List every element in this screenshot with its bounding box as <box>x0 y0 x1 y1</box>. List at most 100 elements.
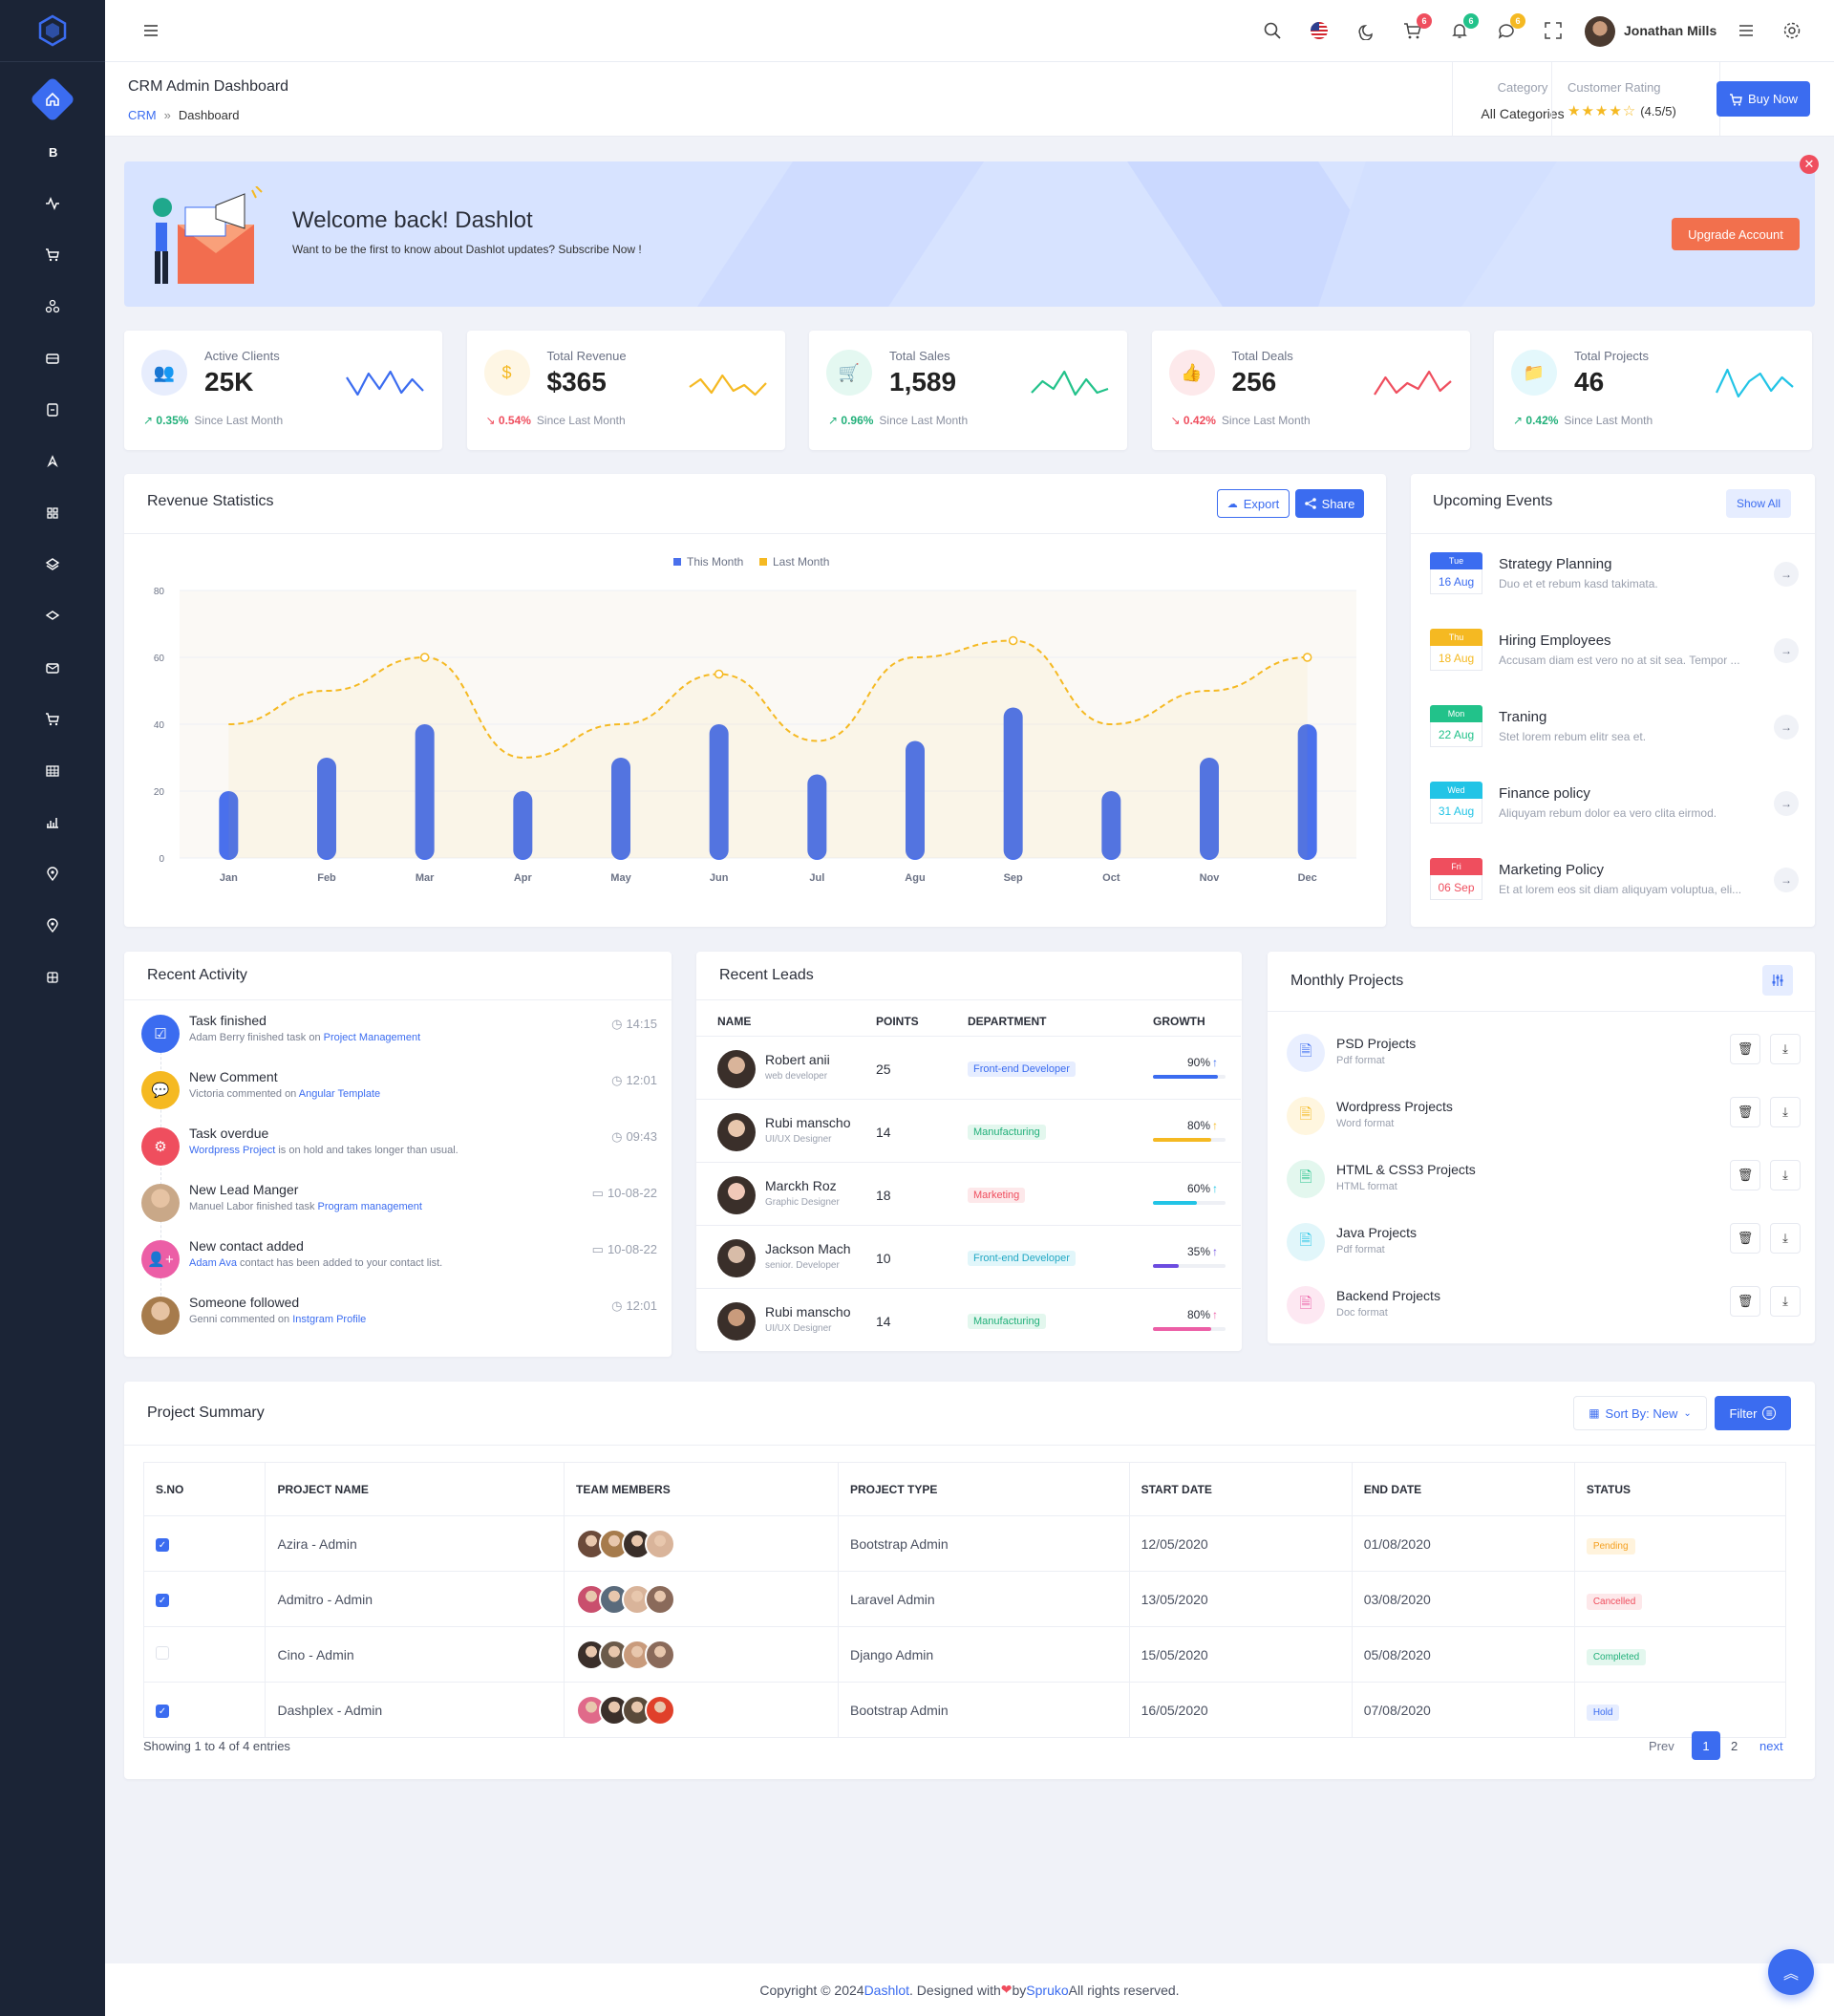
member-avatar[interactable] <box>645 1528 676 1559</box>
activity-link[interactable]: Wordpress Project <box>189 1145 276 1156</box>
sidebar-document-icon[interactable] <box>35 393 70 427</box>
activity-link[interactable]: Instgram Profile <box>292 1314 367 1325</box>
export-button[interactable]: ☁ Export <box>1217 489 1290 518</box>
show-all-button[interactable]: Show All <box>1726 489 1791 518</box>
sidebar-mail-icon[interactable] <box>35 651 70 685</box>
delete-icon[interactable]: 🗑 <box>1730 1160 1760 1190</box>
cart-icon[interactable]: 6 <box>1401 13 1432 42</box>
theme-toggle-icon[interactable] <box>1354 19 1377 42</box>
sidebar-rocket-icon[interactable] <box>35 444 70 479</box>
chevron-down-icon: ⌄ <box>1683 1407 1692 1419</box>
file-icon: 🗎 <box>1287 1286 1325 1324</box>
download-icon[interactable]: ⤓ <box>1770 1034 1801 1064</box>
sidebar-cart-icon[interactable] <box>35 238 70 272</box>
download-icon[interactable]: ⤓ <box>1770 1097 1801 1127</box>
sidebar-grid-icon[interactable] <box>35 496 70 530</box>
stat-value: 256 <box>1231 367 1277 397</box>
notification-bell-icon[interactable]: 6 <box>1448 13 1479 42</box>
buy-now-button[interactable]: Buy Now <box>1717 81 1810 117</box>
messages-icon[interactable]: 6 <box>1495 13 1525 42</box>
checkbox-unchecked[interactable] <box>156 1646 169 1660</box>
member-avatar[interactable] <box>645 1639 676 1670</box>
sidebar-stack-icon[interactable] <box>35 599 70 633</box>
back-to-top-icon[interactable]: ︽ <box>1768 1949 1814 1995</box>
summary-title: Project Summary <box>147 1405 265 1421</box>
delete-icon[interactable]: 🗑 <box>1730 1223 1760 1254</box>
sidebar-briefcase-icon[interactable] <box>35 341 70 375</box>
sidebar-activity-icon[interactable] <box>35 186 70 221</box>
member-avatar[interactable] <box>645 1583 676 1615</box>
close-banner-icon[interactable]: ✕ <box>1800 155 1819 174</box>
user-name[interactable]: Jonathan Mills <box>1624 23 1717 38</box>
sidebar-chart-icon[interactable] <box>35 805 70 840</box>
prev-page-button[interactable]: Prev <box>1649 1739 1674 1753</box>
event-item[interactable]: Thu 18 Aug Hiring Employees Accusam diam es… <box>1430 629 1802 686</box>
sidebar-apps-icon[interactable] <box>35 960 70 995</box>
sidebar-home-icon[interactable] <box>29 75 76 123</box>
team-members-cell <box>564 1626 839 1683</box>
download-icon[interactable]: ⤓ <box>1770 1223 1801 1254</box>
event-item[interactable]: Tue 16 Aug Strategy Planning Duo et et rebu… <box>1430 552 1802 610</box>
checkbox-checked[interactable]: ✓ <box>156 1594 169 1608</box>
sidebar-table-icon[interactable] <box>35 754 70 788</box>
arrow-right-icon[interactable]: → <box>1774 791 1799 816</box>
sort-dropdown[interactable]: ▦ Sort By: New ⌄ <box>1573 1396 1707 1430</box>
file-icon: 🗎 <box>1287 1097 1325 1135</box>
team-avatars <box>576 1528 838 1559</box>
delete-icon[interactable]: 🗑 <box>1730 1097 1760 1127</box>
filter-button[interactable]: Filter ≡ <box>1715 1396 1791 1430</box>
footer-designed: . Designed with <box>909 1982 1001 1998</box>
delete-icon[interactable]: 🗑 <box>1730 1286 1760 1317</box>
checkbox-checked[interactable]: ✓ <box>156 1705 169 1719</box>
event-item[interactable]: Wed 31 Aug Finance policy Aliquyam rebum do… <box>1430 782 1802 839</box>
download-icon[interactable]: ⤓ <box>1770 1160 1801 1190</box>
legend-label: This Month <box>687 555 743 568</box>
settings-sliders-icon[interactable] <box>1762 965 1793 996</box>
sidebar-network-icon[interactable] <box>35 290 70 324</box>
sidebar-location-icon[interactable] <box>35 909 70 943</box>
activity-link[interactable]: Adam Ava <box>189 1257 237 1269</box>
event-desc: Aliquyam rebum dolor ea vero clita eirmo… <box>1499 806 1717 820</box>
upgrade-account-button[interactable]: Upgrade Account <box>1672 218 1800 250</box>
footer-author-link[interactable]: Spruko <box>1026 1982 1069 1998</box>
more-menu-icon[interactable] <box>1735 19 1758 42</box>
category-select[interactable]: All Categories <box>1481 106 1565 121</box>
arrow-right-icon[interactable]: → <box>1774 715 1799 740</box>
user-avatar[interactable] <box>1585 16 1615 47</box>
activity-link[interactable]: Project Management <box>323 1032 421 1043</box>
sidebar-layers-icon[interactable] <box>35 547 70 582</box>
delete-icon[interactable]: 🗑 <box>1730 1034 1760 1064</box>
next-page-button[interactable]: next <box>1759 1739 1783 1753</box>
footer-brand-link[interactable]: Dashlot <box>864 1982 910 1998</box>
share-button[interactable]: Share <box>1295 489 1364 518</box>
page-1-button[interactable]: 1 <box>1692 1731 1720 1760</box>
activity-link[interactable]: Program management <box>317 1201 422 1212</box>
footer-rights: All rights reserved. <box>1068 1982 1180 1998</box>
sidebar-map-pin-icon[interactable] <box>35 857 70 891</box>
us-flag-icon[interactable] <box>1308 19 1331 42</box>
fullscreen-icon[interactable] <box>1542 19 1565 42</box>
activity-time: ◷ 12:01 <box>611 1298 657 1314</box>
project-summary-card: Project Summary ▦ Sort By: New ⌄ Filter ≡ S… <box>124 1382 1815 1779</box>
app-logo[interactable] <box>0 0 105 62</box>
sidebar-shop-icon[interactable] <box>35 702 70 737</box>
growth-bar-fill <box>1153 1138 1211 1142</box>
sidebar-bitcoin-icon[interactable]: B <box>35 135 70 169</box>
breadcrumb-crm[interactable]: CRM <box>128 108 157 122</box>
arrow-right-icon[interactable]: → <box>1774 562 1799 587</box>
menu-toggle-icon[interactable] <box>139 19 162 42</box>
event-item[interactable]: Mon 22 Aug Traning Stet lorem rebum elitr s… <box>1430 705 1802 762</box>
event-item[interactable]: Fri 06 Sep Marketing Policy Et at lorem eos… <box>1430 858 1802 915</box>
y-tick-label: 40 <box>154 720 165 731</box>
page-2-button[interactable]: 2 <box>1731 1739 1738 1753</box>
arrow-right-icon[interactable]: → <box>1774 638 1799 663</box>
settings-gear-icon[interactable] <box>1781 19 1803 42</box>
member-avatar[interactable] <box>645 1694 676 1726</box>
lead-department-badge: Front-end Developer <box>968 1062 1076 1077</box>
checkbox-checked[interactable]: ✓ <box>156 1538 169 1553</box>
arrow-right-icon[interactable]: → <box>1774 868 1799 892</box>
activity-avatar <box>141 1297 180 1335</box>
activity-link[interactable]: Angular Template <box>298 1088 381 1100</box>
download-icon[interactable]: ⤓ <box>1770 1286 1801 1317</box>
search-icon[interactable] <box>1261 19 1284 42</box>
